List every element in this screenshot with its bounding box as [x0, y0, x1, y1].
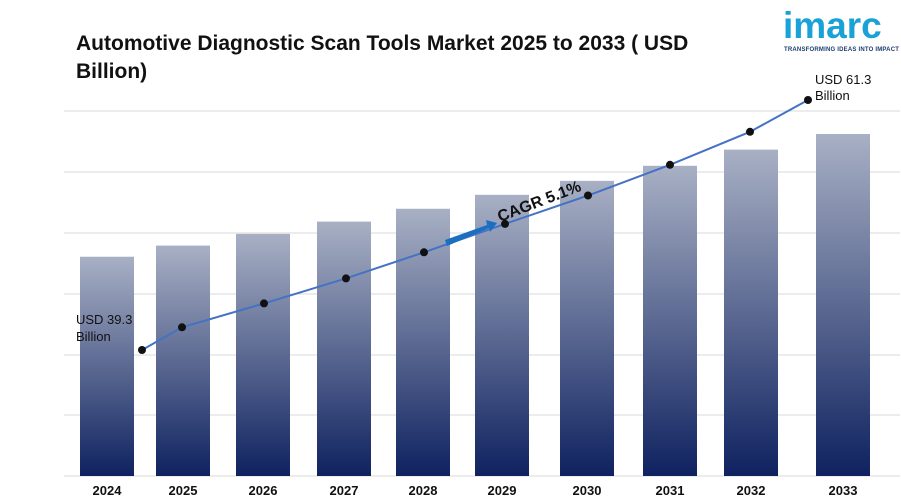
start-value-label-line2: Billion [76, 329, 111, 344]
end-value-label-line1: USD 61.3 [815, 72, 871, 87]
point-2028 [420, 248, 428, 257]
x-tick-2032: 2032 [737, 483, 766, 498]
x-tick-2033: 2033 [829, 483, 858, 498]
point-2029 [501, 219, 509, 228]
point-2032 [746, 127, 754, 136]
chart-title: Automotive Diagnostic Scan Tools Market … [76, 32, 689, 83]
point-2024 [138, 346, 146, 354]
bars [80, 134, 870, 477]
imarc-logo: imarc TRANSFORMING IDEAS INTO IMPACT [783, 5, 899, 56]
bar-2033 [816, 134, 870, 476]
x-tick-2031: 2031 [656, 483, 685, 498]
x-tick-2025: 2025 [169, 483, 198, 498]
bar-2032 [724, 149, 778, 477]
x-axis-ticks: 2024 2025 2026 2027 2028 2029 2030 2031 2032 2033 [93, 483, 858, 498]
x-tick-2030: 2030 [573, 483, 602, 498]
x-tick-2028: 2028 [409, 483, 438, 498]
bar-2027 [317, 221, 371, 476]
point-2025 [178, 323, 186, 332]
bar-2025 [156, 245, 210, 476]
logo-tagline: TRANSFORMING IDEAS INTO IMPACT [784, 47, 900, 53]
point-2031 [666, 160, 674, 169]
x-tick-2026: 2026 [249, 483, 278, 498]
cagr-arrow-icon [445, 220, 497, 246]
start-value-label-line1: USD 39.3 [76, 312, 132, 327]
bar-2026 [236, 233, 290, 476]
x-tick-2029: 2029 [488, 483, 517, 498]
point-2033 [804, 96, 812, 104]
point-2027 [342, 274, 350, 283]
bar-2030 [560, 180, 614, 476]
x-tick-2027: 2027 [330, 483, 359, 498]
bar-2031 [643, 165, 697, 477]
bar-2029 [475, 194, 529, 477]
point-2030 [584, 191, 592, 200]
x-tick-2024: 2024 [93, 483, 123, 498]
logo-wordmark: imarc [783, 5, 882, 46]
bar-2024 [80, 256, 134, 476]
end-value-label-line2: Billion [815, 88, 850, 103]
point-2026 [260, 299, 268, 308]
